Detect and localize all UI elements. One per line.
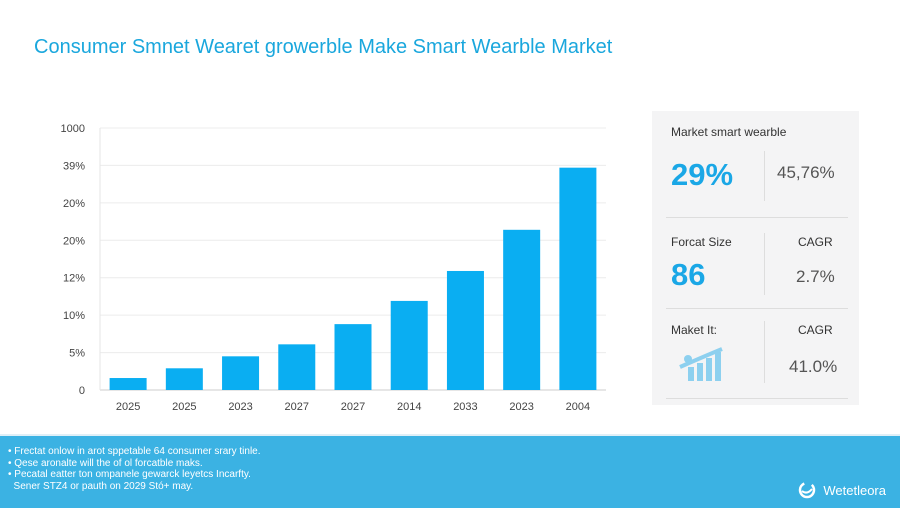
stats-panel: Market smart wearble 29% 45,76% Forcat S… (652, 111, 859, 405)
brand-logo: Wetetleora (797, 480, 886, 500)
market-label: Market smart wearble (671, 125, 787, 139)
swirl-icon (799, 481, 816, 499)
bar (109, 378, 147, 390)
growth-chart-icon (679, 347, 723, 381)
x-tick-label: 2025 (116, 401, 140, 413)
bar (278, 344, 316, 390)
x-tick-label: 2023 (509, 401, 533, 413)
forecast-size-value: 86 (671, 257, 706, 292)
brand-name: Wetetleora (823, 482, 886, 498)
cagr-value-2: 41.0% (789, 357, 838, 376)
x-tick-label: 2023 (228, 401, 252, 413)
forecast-size-label: Forcat Size (671, 235, 732, 249)
x-tick-label: 2014 (397, 401, 421, 413)
x-tick-label: 2033 (453, 401, 477, 413)
y-tick-label: 5% (69, 348, 85, 360)
cagr-label-2: CAGR (798, 323, 833, 337)
bar (334, 324, 372, 390)
cagr-label: CAGR (798, 235, 833, 249)
page-title: Consumer Smnet Wearet growerble Make Sma… (34, 36, 613, 58)
x-tick-label: 2025 (172, 401, 196, 413)
y-tick-label: 12% (63, 273, 85, 285)
bar (559, 167, 597, 390)
bar (222, 356, 260, 390)
y-tick-label: 10% (63, 310, 85, 322)
bar-chart: 0 5% 10% 12% 20% 20% 39% 1000 2025 2025 2023 2027 20… (61, 123, 606, 413)
y-tick-label: 0 (79, 385, 85, 397)
note: • Qese aronalte will the of ol forcatble… (8, 457, 203, 469)
footer: • Frectat onlow in arot sppetable 64 con… (0, 434, 900, 508)
notes: • Frectat onlow in arot sppetable 64 con… (8, 446, 261, 492)
market-share-value: 29% (671, 157, 734, 192)
y-tick-label: 39% (63, 160, 85, 172)
note: • Pecatal eatter ton ompanele gewarck le… (8, 469, 251, 480)
x-tick-label: 2027 (285, 401, 309, 413)
x-tick-label: 2004 (566, 401, 590, 413)
market-percent: 45,76% (777, 163, 835, 182)
market-it-label: Maket It: (671, 323, 718, 337)
cagr-value: 2.7% (796, 267, 835, 286)
y-tick-label: 1000 (61, 123, 85, 135)
note: Sener STZ4 or pauth on 2029 Stó+ may. (8, 480, 194, 492)
bar (390, 300, 428, 390)
note: • Frectat onlow in arot sppetable 64 con… (8, 446, 261, 457)
bar (446, 270, 484, 390)
y-tick-label: 20% (63, 235, 85, 247)
bar (165, 368, 203, 390)
bar (503, 229, 541, 390)
x-tick-label: 2027 (341, 401, 365, 413)
y-tick-label: 20% (63, 198, 85, 210)
